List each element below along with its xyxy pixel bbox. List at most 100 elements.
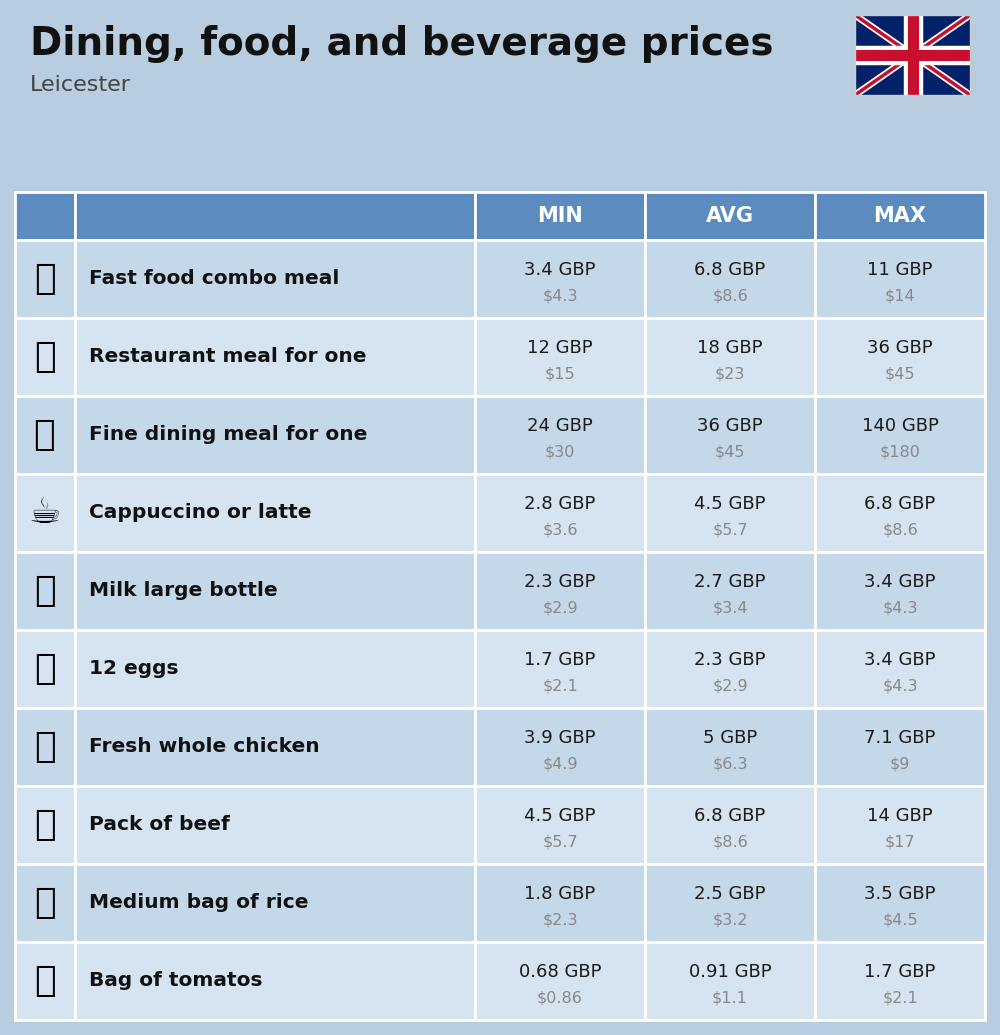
FancyBboxPatch shape bbox=[0, 0, 1000, 165]
FancyBboxPatch shape bbox=[75, 786, 475, 864]
Text: $8.6: $8.6 bbox=[712, 289, 748, 303]
FancyBboxPatch shape bbox=[815, 240, 985, 318]
FancyBboxPatch shape bbox=[475, 240, 645, 318]
Text: 🍳: 🍳 bbox=[34, 341, 56, 374]
Text: $15: $15 bbox=[545, 366, 575, 382]
Text: 12 eggs: 12 eggs bbox=[89, 659, 178, 679]
FancyBboxPatch shape bbox=[15, 786, 75, 864]
Text: 14 GBP: 14 GBP bbox=[867, 806, 933, 825]
Text: Bag of tomatos: Bag of tomatos bbox=[89, 972, 262, 990]
Text: $2.9: $2.9 bbox=[542, 600, 578, 616]
FancyBboxPatch shape bbox=[815, 786, 985, 864]
FancyBboxPatch shape bbox=[15, 193, 75, 240]
Text: 6.8 GBP: 6.8 GBP bbox=[694, 806, 766, 825]
Text: Milk large bottle: Milk large bottle bbox=[89, 582, 278, 600]
Text: $3.4: $3.4 bbox=[712, 600, 748, 616]
Text: $45: $45 bbox=[885, 366, 915, 382]
Text: 6.8 GBP: 6.8 GBP bbox=[864, 495, 936, 512]
FancyBboxPatch shape bbox=[475, 864, 645, 942]
Text: Cappuccino or latte: Cappuccino or latte bbox=[89, 503, 312, 523]
Text: $180: $180 bbox=[880, 445, 920, 460]
Text: 36 GBP: 36 GBP bbox=[867, 338, 933, 357]
Text: 🥩: 🥩 bbox=[34, 808, 56, 842]
Text: $4.3: $4.3 bbox=[542, 289, 578, 303]
Text: $23: $23 bbox=[715, 366, 745, 382]
Text: $5.7: $5.7 bbox=[542, 834, 578, 850]
FancyBboxPatch shape bbox=[75, 240, 475, 318]
FancyBboxPatch shape bbox=[645, 193, 815, 240]
Text: 2.7 GBP: 2.7 GBP bbox=[694, 572, 766, 591]
Text: $2.3: $2.3 bbox=[542, 913, 578, 927]
Text: Fine dining meal for one: Fine dining meal for one bbox=[89, 425, 367, 444]
FancyBboxPatch shape bbox=[645, 942, 815, 1021]
Text: $3.2: $3.2 bbox=[712, 913, 748, 927]
FancyBboxPatch shape bbox=[645, 630, 815, 708]
Text: 0.91 GBP: 0.91 GBP bbox=[689, 963, 771, 980]
Text: 🍚: 🍚 bbox=[34, 886, 56, 920]
FancyBboxPatch shape bbox=[815, 864, 985, 942]
Text: 18 GBP: 18 GBP bbox=[697, 338, 763, 357]
Text: 4.5 GBP: 4.5 GBP bbox=[694, 495, 766, 512]
FancyBboxPatch shape bbox=[815, 708, 985, 786]
Text: Pack of beef: Pack of beef bbox=[89, 816, 230, 834]
Text: 3.4 GBP: 3.4 GBP bbox=[524, 261, 596, 278]
Text: $1.1: $1.1 bbox=[712, 990, 748, 1006]
Text: Restaurant meal for one: Restaurant meal for one bbox=[89, 348, 366, 366]
Text: $2.1: $2.1 bbox=[882, 990, 918, 1006]
FancyBboxPatch shape bbox=[645, 318, 815, 396]
Text: $4.9: $4.9 bbox=[542, 757, 578, 772]
FancyBboxPatch shape bbox=[15, 552, 75, 630]
Text: 🥛: 🥛 bbox=[34, 574, 56, 608]
Text: $14: $14 bbox=[885, 289, 915, 303]
Text: $3.6: $3.6 bbox=[542, 523, 578, 537]
Text: Leicester: Leicester bbox=[30, 75, 131, 95]
FancyBboxPatch shape bbox=[475, 318, 645, 396]
Text: Dining, food, and beverage prices: Dining, food, and beverage prices bbox=[30, 25, 774, 63]
FancyBboxPatch shape bbox=[815, 630, 985, 708]
Text: 12 GBP: 12 GBP bbox=[527, 338, 593, 357]
Text: 2.3 GBP: 2.3 GBP bbox=[694, 651, 766, 669]
Text: $0.86: $0.86 bbox=[537, 990, 583, 1006]
Text: 7.1 GBP: 7.1 GBP bbox=[864, 729, 936, 746]
Text: 2.3 GBP: 2.3 GBP bbox=[524, 572, 596, 591]
FancyBboxPatch shape bbox=[475, 630, 645, 708]
Text: $4.5: $4.5 bbox=[882, 913, 918, 927]
FancyBboxPatch shape bbox=[645, 864, 815, 942]
Text: 3.9 GBP: 3.9 GBP bbox=[524, 729, 596, 746]
Text: $17: $17 bbox=[885, 834, 915, 850]
Text: AVG: AVG bbox=[706, 206, 754, 226]
FancyBboxPatch shape bbox=[75, 708, 475, 786]
FancyBboxPatch shape bbox=[475, 942, 645, 1021]
FancyBboxPatch shape bbox=[815, 396, 985, 474]
FancyBboxPatch shape bbox=[75, 474, 475, 552]
FancyBboxPatch shape bbox=[75, 630, 475, 708]
FancyBboxPatch shape bbox=[815, 193, 985, 240]
FancyBboxPatch shape bbox=[815, 942, 985, 1021]
FancyBboxPatch shape bbox=[475, 396, 645, 474]
FancyBboxPatch shape bbox=[645, 474, 815, 552]
Text: MIN: MIN bbox=[537, 206, 583, 226]
Text: 🍽️: 🍽️ bbox=[34, 418, 56, 452]
FancyBboxPatch shape bbox=[475, 786, 645, 864]
Text: Fresh whole chicken: Fresh whole chicken bbox=[89, 738, 320, 757]
Text: 3.4 GBP: 3.4 GBP bbox=[864, 572, 936, 591]
FancyBboxPatch shape bbox=[15, 708, 75, 786]
Text: $4.3: $4.3 bbox=[882, 600, 918, 616]
Text: $2.1: $2.1 bbox=[542, 679, 578, 693]
FancyBboxPatch shape bbox=[855, 14, 970, 95]
FancyBboxPatch shape bbox=[645, 786, 815, 864]
Text: 5 GBP: 5 GBP bbox=[703, 729, 757, 746]
Text: ☕: ☕ bbox=[29, 496, 61, 530]
FancyBboxPatch shape bbox=[475, 708, 645, 786]
FancyBboxPatch shape bbox=[645, 396, 815, 474]
Text: 🍅: 🍅 bbox=[34, 964, 56, 998]
Text: $8.6: $8.6 bbox=[882, 523, 918, 537]
Text: 24 GBP: 24 GBP bbox=[527, 417, 593, 435]
Text: 1.8 GBP: 1.8 GBP bbox=[524, 885, 596, 903]
Text: $5.7: $5.7 bbox=[712, 523, 748, 537]
Text: 2.5 GBP: 2.5 GBP bbox=[694, 885, 766, 903]
FancyBboxPatch shape bbox=[645, 240, 815, 318]
Text: Medium bag of rice: Medium bag of rice bbox=[89, 893, 308, 913]
FancyBboxPatch shape bbox=[75, 942, 475, 1021]
FancyBboxPatch shape bbox=[15, 318, 75, 396]
